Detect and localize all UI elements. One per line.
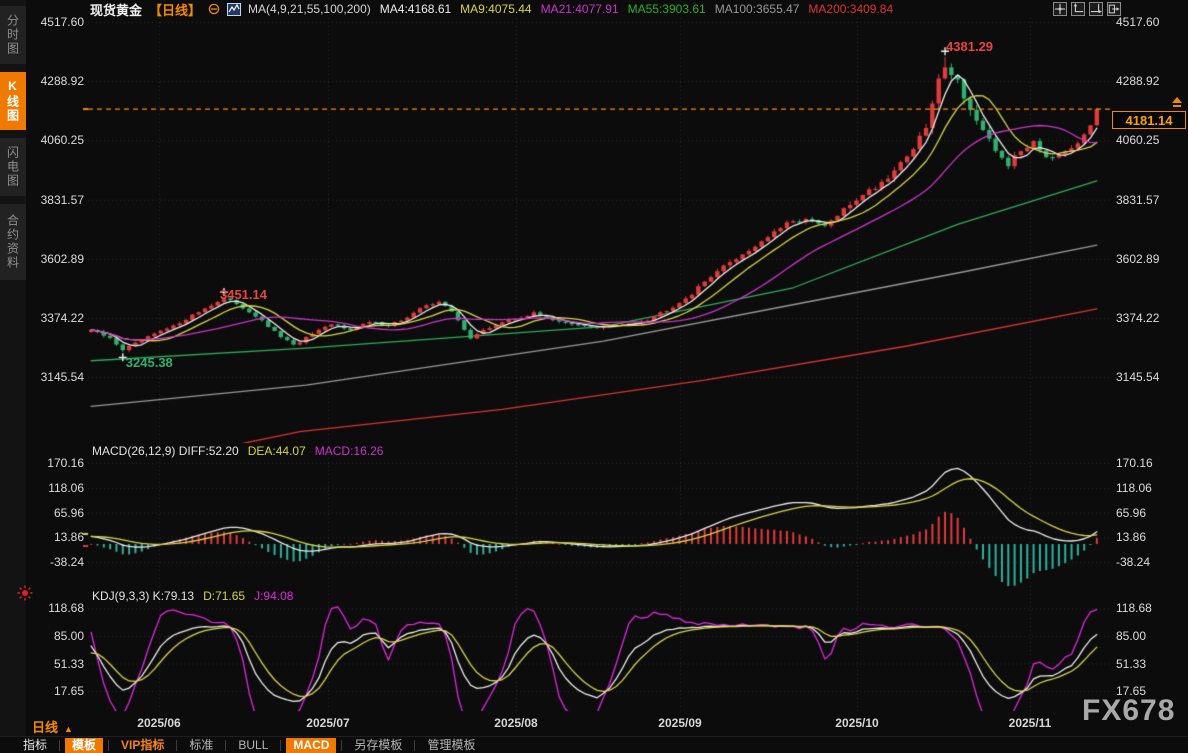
fx678-watermark: FX678 bbox=[1082, 694, 1176, 727]
kdj-axis-label-left: 17.65 bbox=[53, 684, 84, 699]
indicator-toolbar: 指标 模板 VIP指标 标准 BULL MACD 另存模板 管理模板 bbox=[0, 736, 1188, 753]
price-axis-label-right: 3831.57 bbox=[1116, 192, 1160, 207]
ma-legend-item: MA(4,9,21,55,100,200) bbox=[248, 2, 371, 16]
toolbar-button-7[interactable]: 另存模板 bbox=[354, 737, 403, 752]
macd-axis-label-right: 118.06 bbox=[1116, 480, 1152, 495]
kdj-axis-label-left: 51.33 bbox=[53, 656, 84, 671]
macd-axis-label-left: -38.24 bbox=[49, 555, 84, 570]
price-axis-label-right: 4288.92 bbox=[1116, 74, 1160, 89]
ma-legend-item: MA55:3903.61 bbox=[627, 2, 706, 16]
price-axis-label-left: 4060.25 bbox=[40, 133, 84, 148]
toolbar-button-1[interactable]: 指标 bbox=[23, 737, 48, 752]
sidebar-tab-4[interactable]: 合约资料 bbox=[0, 204, 26, 280]
kdj-label-part: J:94.08 bbox=[254, 589, 294, 603]
price-axis-label-left: 3374.22 bbox=[40, 311, 84, 325]
toolbar-button-3[interactable]: VIP指标 bbox=[121, 737, 165, 752]
kdj-label-part: D:71.65 bbox=[203, 589, 246, 603]
scale-right-axis-icon[interactable] bbox=[1089, 2, 1103, 16]
kdj-axis-label-right: 118.68 bbox=[1116, 601, 1152, 616]
macd-axis-label-left: 118.06 bbox=[48, 480, 84, 495]
chevron-up-icon: ▲ bbox=[64, 724, 73, 734]
price-axis-label-right: 3602.89 bbox=[1116, 251, 1160, 266]
toolbar-separator bbox=[59, 739, 61, 751]
price-axis-label-left: 4288.92 bbox=[40, 74, 84, 89]
alert-sun-icon[interactable] bbox=[17, 585, 33, 606]
price-axis-label-left: 4517.60 bbox=[40, 15, 84, 29]
kdj-indicator-label: KDJ(9,3,3) K:79.13 D:71.65 J:94.08 bbox=[92, 589, 302, 603]
price-up-arrow-icon bbox=[1171, 96, 1183, 114]
kdj-axis-label-right: 85.00 bbox=[1116, 628, 1147, 643]
macd-axis-label-right: -38.24 bbox=[1116, 555, 1151, 570]
scale-left-axis-icon[interactable] bbox=[1071, 2, 1085, 16]
kdj-axis-label-right: 51.33 bbox=[1116, 656, 1147, 671]
macd-label-part: DEA:44.07 bbox=[247, 444, 306, 458]
date-axis-label: 2025/11 bbox=[1008, 716, 1052, 730]
macd-axis-label-right: 170.16 bbox=[1116, 456, 1153, 470]
price-axis-label-left: 3602.89 bbox=[40, 251, 84, 266]
ma-legend-item: MA200:3409.84 bbox=[808, 2, 894, 16]
macd-axis-label-left: 65.96 bbox=[53, 505, 84, 520]
toolbar-separator bbox=[414, 739, 416, 751]
toolbar-button-4[interactable]: 标准 bbox=[189, 737, 214, 752]
kdj-label-part: KDJ(9,3,3) K:79.13 bbox=[92, 589, 195, 603]
chart-window-controls bbox=[1053, 2, 1121, 16]
toolbar-separator bbox=[176, 739, 178, 751]
period-menu-icon[interactable] bbox=[208, 3, 220, 15]
indicator-style-icon[interactable] bbox=[227, 2, 242, 16]
macd-label-part: MACD(26,12,9) DIFF:52.20 bbox=[92, 444, 239, 458]
toolbar-button-6[interactable]: MACD bbox=[286, 737, 337, 753]
period-badge[interactable]: 【日线】 bbox=[149, 2, 202, 18]
macd-axis-label-right: 65.96 bbox=[1116, 505, 1147, 520]
ma-legend-item: MA9:4075.44 bbox=[460, 2, 532, 16]
chart-type-sidebar: 分时图 K线图闪电图合约资料 bbox=[0, 0, 26, 753]
macd-indicator-label: MACD(26,12,9) DIFF:52.20 DEA:44.07 MACD:16… bbox=[92, 444, 392, 458]
toolbar-separator bbox=[108, 739, 110, 751]
sidebar-tab-1[interactable]: 分时图 bbox=[0, 6, 26, 64]
price-axis-label-right: 4060.25 bbox=[1116, 133, 1160, 148]
date-axis-label: 2025/09 bbox=[658, 716, 702, 730]
last-price-box: 4181.14 bbox=[1112, 111, 1186, 129]
toolbar-separator bbox=[225, 739, 227, 751]
timeframe-selector[interactable]: 日线 ▲ bbox=[32, 717, 73, 736]
sidebar-tab-2[interactable]: K线图 bbox=[0, 72, 26, 130]
price-annotation-swing-low: 3245.38 bbox=[125, 355, 173, 370]
pan-crosshair-icon[interactable] bbox=[1053, 2, 1067, 16]
ma-legend-item: MA4:4168.61 bbox=[379, 2, 452, 16]
toolbar-separator bbox=[341, 739, 343, 751]
kdj-axis-label-right: 17.65 bbox=[1116, 684, 1147, 699]
kdj-axis-label-left: 118.68 bbox=[48, 601, 84, 616]
instrument-title: 现货黄金 bbox=[90, 2, 143, 18]
price-annotation-swing-high: 3451.14 bbox=[219, 287, 267, 302]
price-axis-label-right: 3145.54 bbox=[1116, 370, 1160, 385]
macd-axis-label-left: 13.86 bbox=[53, 530, 84, 545]
macd-axis-label-right: 13.86 bbox=[1116, 530, 1147, 545]
date-axis-label: 2025/10 bbox=[835, 716, 879, 730]
sidebar-tab-3[interactable]: 闪电图 bbox=[0, 138, 26, 196]
toolbar-button-2[interactable]: 模板 bbox=[65, 737, 104, 753]
price-axis-label-left: 3145.54 bbox=[40, 370, 84, 385]
macd-axis-label-left: 170.16 bbox=[47, 456, 84, 470]
toolbar-button-8[interactable]: 管理模板 bbox=[427, 737, 476, 752]
date-axis-label: 2025/07 bbox=[306, 716, 350, 730]
price-axis-label-right: 4517.60 bbox=[1116, 15, 1160, 29]
ma-legend-item: MA21:4077.91 bbox=[540, 2, 619, 16]
price-annotation-high: 4381.29 bbox=[946, 39, 994, 54]
price-axis-label-left: 3831.57 bbox=[40, 192, 84, 207]
ma-legend-item: MA100:3655.47 bbox=[714, 2, 800, 16]
chart-header: 现货黄金 【日线】 MA(4,9,21,55,100,200) MA4:4168.… bbox=[90, 1, 902, 18]
date-axis-label: 2025/08 bbox=[494, 716, 538, 730]
date-axis-label: 2025/06 bbox=[137, 716, 181, 730]
toolbar-button-5[interactable]: BULL bbox=[238, 737, 269, 752]
toolbar-separator bbox=[280, 739, 282, 751]
macd-label-part: MACD:16.26 bbox=[314, 444, 384, 458]
price-axis-label-right: 3374.22 bbox=[1116, 311, 1160, 325]
ma-legend: MA(4,9,21,55,100,200) MA4:4168.61 MA9:4075… bbox=[248, 2, 902, 16]
timeframe-label: 日线 bbox=[32, 720, 59, 735]
kdj-axis-label-left: 85.00 bbox=[53, 628, 84, 643]
detach-window-icon[interactable] bbox=[1107, 2, 1121, 16]
